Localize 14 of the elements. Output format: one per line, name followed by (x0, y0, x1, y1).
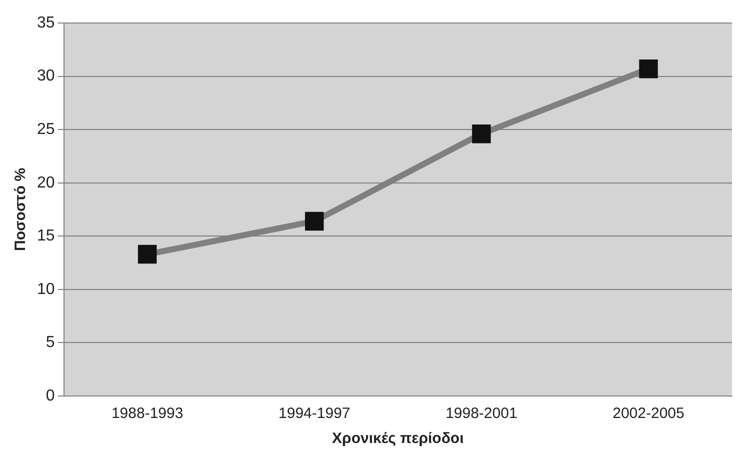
x-tick-label: 2002-2005 (612, 405, 684, 422)
x-axis-title: Χρονικές περίοδοι (332, 430, 464, 448)
y-tick-label: 10 (37, 280, 55, 298)
y-tick-label: 25 (37, 120, 55, 138)
y-tick-label: 35 (37, 14, 55, 32)
y-tick-label: 30 (37, 68, 55, 85)
y-tick-label: 15 (37, 228, 55, 245)
x-tick-label: 1994-1997 (278, 405, 350, 422)
y-tick-label: 5 (46, 334, 55, 352)
y-tick-label: 0 (46, 387, 55, 404)
x-tick-label: 1988-1993 (111, 405, 184, 422)
x-tick-label: 1998-2001 (446, 405, 518, 422)
y-tick-label: 20 (37, 174, 55, 192)
y-axis-title: Ποσοστό % (12, 168, 30, 252)
